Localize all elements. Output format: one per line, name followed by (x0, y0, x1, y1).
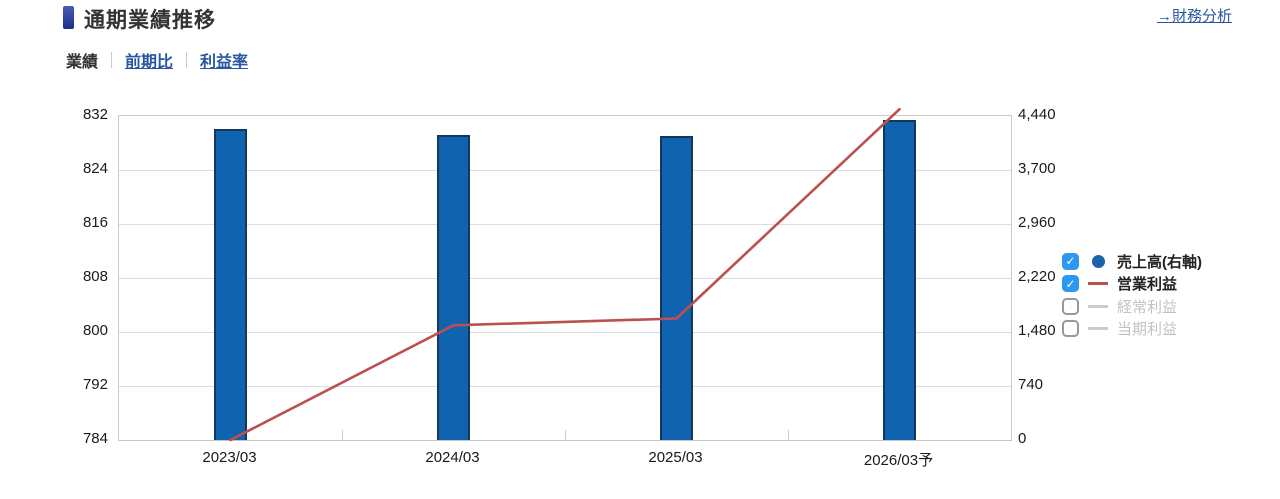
right-axis-tick: 1,480 (1018, 322, 1056, 339)
tab-separator (111, 52, 113, 68)
gridline (119, 223, 1011, 225)
right-axis-tick: 2,960 (1018, 214, 1056, 231)
checked-checkbox[interactable]: ✓ (1062, 252, 1079, 270)
tab-yoy[interactable]: 前期比 (125, 54, 174, 71)
line-marker-icon (1085, 304, 1111, 308)
left-axis-tick: 784 (82, 430, 108, 447)
x-axis-label: 2024/03 (425, 449, 480, 466)
left-axis-tick: 808 (82, 268, 108, 285)
revenue-bar-2026/03予 (883, 119, 916, 440)
category-boundary-tick (342, 430, 343, 440)
chart-legend: ✓ 売上高(右軸) ✓ 営業利益経常利益当期利益 (1062, 252, 1202, 342)
revenue-bar-2024/03 (437, 134, 470, 440)
x-axis-label: 2025/03 (648, 449, 703, 466)
right-axis-tick: 4,440 (1018, 106, 1056, 123)
legend-item-3[interactable]: 経常利益 (1062, 297, 1202, 316)
legend-item-1[interactable]: ✓ 売上高(右軸) (1062, 252, 1202, 271)
legend-label: 売上高(右軸) (1117, 253, 1202, 271)
left-axis-tick: 824 (82, 160, 108, 177)
revenue-bar-2025/03 (660, 136, 693, 440)
financial-analysis-link[interactable]: →財務分析 (1156, 8, 1232, 25)
checked-checkbox[interactable]: ✓ (1062, 275, 1079, 292)
category-boundary-tick (565, 430, 566, 440)
revenue-bar-2023/03 (214, 129, 247, 440)
gridline (119, 385, 1011, 387)
legend-label: 経常利益 (1117, 298, 1178, 316)
category-boundary-tick (788, 430, 789, 440)
tab-margin[interactable]: 利益率 (200, 54, 249, 71)
right-axis-tick: 740 (1018, 376, 1044, 393)
chart-tabs: 業績 前期比 利益率 (66, 50, 249, 71)
legend-item-2[interactable]: ✓ 営業利益 (1062, 275, 1202, 293)
x-axis-label: 2023/03 (202, 449, 257, 466)
line-marker-icon (1085, 282, 1111, 285)
gridline (119, 331, 1011, 333)
circle-marker-icon (1085, 254, 1111, 268)
left-axis-tick: 792 (82, 376, 108, 393)
tab-separator (186, 52, 188, 68)
unchecked-checkbox[interactable] (1062, 320, 1079, 337)
page-title: 通期業績推移 (84, 9, 216, 32)
right-axis-tick: 2,220 (1018, 268, 1056, 285)
legend-label: 当期利益 (1117, 321, 1178, 338)
gridline (119, 277, 1011, 279)
tab-performance[interactable]: 業績 (66, 54, 99, 71)
right-axis-tick: 3,700 (1018, 160, 1056, 177)
left-axis-tick: 800 (82, 322, 108, 339)
left-axis-tick: 832 (82, 106, 108, 123)
x-axis-label: 2026/03予 (863, 452, 934, 469)
legend-item-4[interactable]: 当期利益 (1062, 320, 1202, 338)
gridline (119, 169, 1011, 171)
operating-profit-line (229, 107, 901, 442)
line-marker-icon (1085, 327, 1111, 330)
left-axis-tick: 816 (82, 214, 108, 231)
plot-area (118, 107, 1012, 442)
legend-label: 営業利益 (1117, 276, 1178, 293)
right-axis-tick: 0 (1018, 430, 1027, 447)
unchecked-checkbox[interactable] (1062, 297, 1079, 315)
title-marker-icon (63, 6, 74, 29)
